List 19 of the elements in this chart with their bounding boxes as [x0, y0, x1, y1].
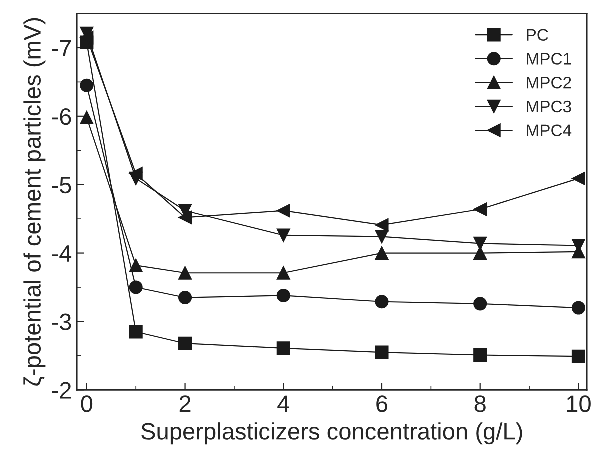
- y-axis-title: ζ-potential of cement particles (mV): [24, 18, 46, 386]
- y-tick-label: -5: [52, 177, 72, 194]
- legend-label: MPC4: [527, 124, 572, 136]
- y-tick-label: -6: [52, 108, 72, 126]
- x-tick-label: 0: [81, 396, 93, 412]
- y-tick-label: -2: [52, 382, 72, 399]
- y-tick-label: -3: [52, 314, 72, 331]
- x-tick-label: 6: [376, 396, 388, 412]
- x-tick-label: 10: [567, 396, 591, 412]
- x-tick-label: 4: [278, 396, 290, 412]
- legend-label: MPC2: [527, 76, 572, 89]
- y-tick-label: -7: [52, 40, 72, 57]
- x-tick-label: 8: [474, 396, 486, 412]
- y-tick-label: -4: [52, 246, 72, 262]
- x-tick-label: 2: [180, 396, 191, 412]
- legend-label: MPC1: [527, 53, 572, 65]
- x-axis-title: Superplasticizers concentration (g/L): [142, 422, 522, 445]
- legend-label: MPC3: [527, 100, 572, 113]
- legend-label: PC: [527, 29, 548, 42]
